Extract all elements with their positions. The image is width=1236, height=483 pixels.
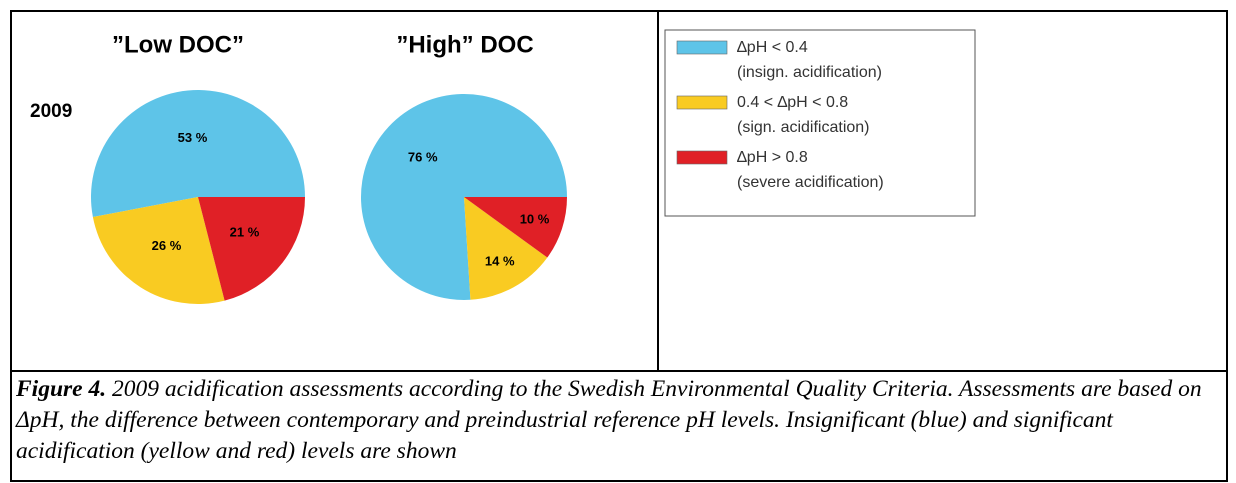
pie-title: ”Low DOC” xyxy=(112,31,244,58)
value-label: 21 % xyxy=(230,225,260,240)
pie-slice xyxy=(464,197,567,258)
value-label: 53 % xyxy=(178,130,208,145)
legend-box xyxy=(664,29,976,217)
pie-slice xyxy=(360,94,567,301)
caption: Figure 4. 2009 acidification assessments… xyxy=(16,374,1221,467)
divider xyxy=(12,370,1226,372)
legend-note: (sign. acidification) xyxy=(737,119,870,136)
legend-note: (severe acidification) xyxy=(737,174,884,191)
divider xyxy=(657,12,659,370)
legend-swatch xyxy=(676,150,728,165)
pie-slice xyxy=(464,197,548,300)
legend-swatch xyxy=(676,95,728,110)
value-label: 14 % xyxy=(485,253,515,268)
chart: 2009 ”Low DOC” 53 % 26 % 21 % ”High” DOC 76 %… xyxy=(30,29,976,304)
pie-slice xyxy=(90,89,305,218)
value-label: 26 % xyxy=(152,238,182,253)
legend-label: 0.4 < ∆pH < 0.8 xyxy=(737,94,848,111)
caption-label: Figure 4. xyxy=(16,376,107,402)
caption-text: 2009 acidification assessments according… xyxy=(16,376,1202,464)
pie-slice xyxy=(92,197,225,304)
figure-frame: Figure 4. 2009 acidification assessments… xyxy=(10,10,1228,482)
row-label: 2009 xyxy=(30,101,72,122)
value-label: 76 % xyxy=(408,150,438,165)
pie-title: ”High” DOC xyxy=(396,31,533,58)
value-label: 10 % xyxy=(520,211,550,226)
legend-label: ∆pH < 0.4 xyxy=(737,39,808,56)
legend-swatch xyxy=(676,40,728,55)
legend-label: ∆pH > 0.8 xyxy=(737,149,808,166)
pie-slice xyxy=(198,197,305,301)
legend-note: (insign. acidification) xyxy=(737,64,882,81)
